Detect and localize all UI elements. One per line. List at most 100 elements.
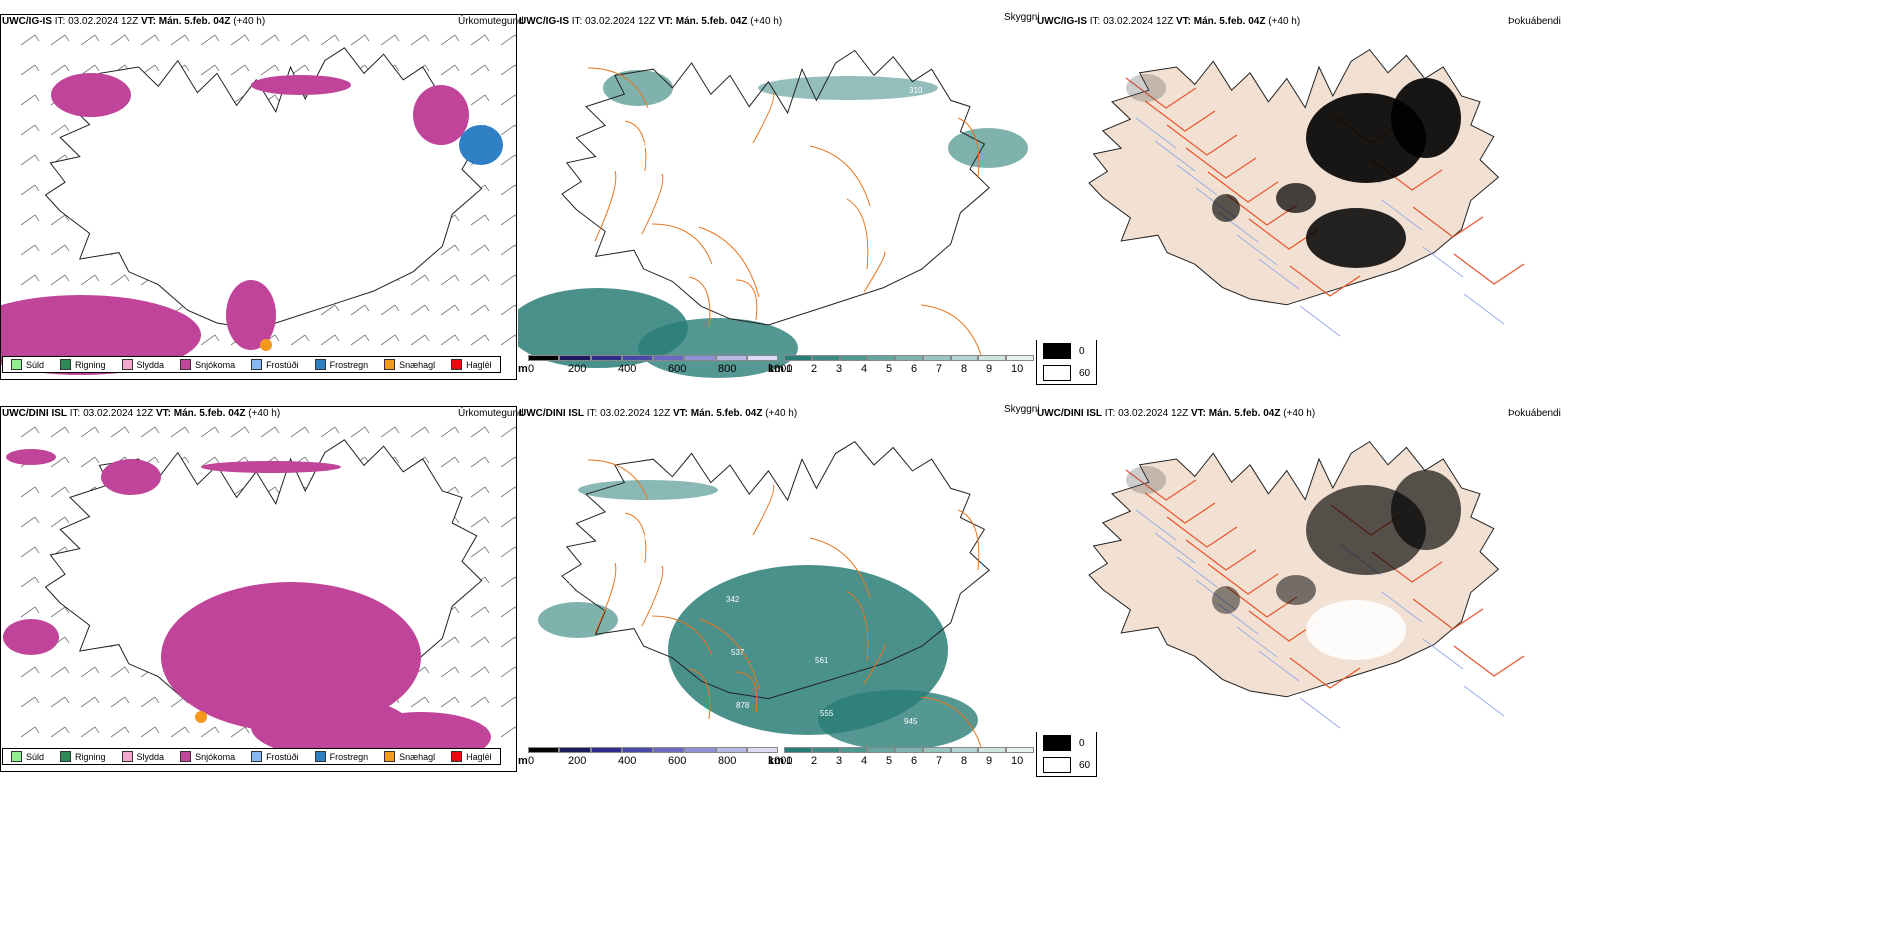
wind-barb: [110, 274, 130, 286]
wind-barb: [470, 274, 490, 286]
road: [1166, 516, 1238, 548]
wind-barb: [170, 426, 190, 438]
road: [1207, 563, 1279, 595]
snow-area: [251, 75, 351, 95]
wind-barb: [350, 34, 370, 46]
colorbar-tick: 2: [811, 363, 818, 375]
colorbar-segment: [528, 355, 560, 361]
low-visibility-area: [818, 690, 978, 750]
wind-barb: [110, 426, 130, 438]
legend-label: Snæhagl: [399, 751, 436, 762]
panel-title: Þokuábendi: [1508, 408, 1561, 419]
road: [1144, 492, 1216, 524]
freezing-rain-area: [459, 125, 503, 165]
precip-map-top: [1, 34, 516, 375]
visibility-label: 301: [637, 534, 651, 543]
fog-legend-swatch: [1043, 365, 1071, 381]
wind-barb: [50, 244, 70, 256]
colorbar-segment: [922, 355, 951, 361]
legend-swatch: [180, 359, 192, 370]
river: [1299, 697, 1341, 729]
wind-barb: [200, 726, 220, 738]
legend-item: Snjókoma: [172, 357, 243, 372]
precip-map-panel-top: [0, 14, 517, 380]
wind-barb: [320, 426, 340, 438]
road: [1453, 253, 1525, 285]
river: [1217, 603, 1259, 635]
visibility-label: 555: [820, 709, 834, 718]
wind-barb: [500, 274, 516, 286]
legend-label: Frostregn: [329, 751, 369, 762]
fog-legend-item: 60: [1037, 754, 1096, 776]
wind-barb: [290, 334, 310, 346]
wind-barb: [230, 64, 250, 76]
colorbar-segment: [590, 747, 622, 753]
fog-legend-label: 60: [1079, 759, 1091, 771]
wind-barb: [20, 576, 40, 588]
visibility-label: 868: [647, 640, 661, 649]
fog-map-bot: [1088, 440, 1525, 729]
river: [1381, 199, 1423, 231]
colorbar-segment: [839, 747, 868, 753]
wind-barb: [290, 426, 310, 438]
wind-barb: [470, 64, 490, 76]
river: [1236, 234, 1278, 266]
wind-barb: [50, 666, 70, 678]
colorbar-segment: [559, 355, 591, 361]
wind-barb: [500, 124, 516, 136]
colorbar-segment: [684, 747, 716, 753]
wind-barb: [50, 456, 70, 468]
road: [735, 671, 758, 713]
colorbar-segment: [528, 747, 560, 753]
wind-barb: [470, 606, 490, 618]
colorbar-tick: 800: [718, 755, 737, 767]
wind-barb: [470, 516, 490, 528]
panel-title: Skyggni: [1004, 404, 1040, 415]
snow-area: [226, 280, 276, 350]
legend-item: Slydda: [114, 357, 173, 372]
colorbar-tick: 800: [718, 363, 737, 375]
colorbar-segment: [746, 747, 778, 753]
low-visibility-area: [638, 318, 798, 378]
road: [641, 565, 664, 627]
low-visibility-area: [578, 480, 718, 500]
wind-barb: [20, 426, 40, 438]
panel-title: Þokuábendi: [1508, 16, 1561, 27]
road: [957, 117, 980, 179]
road: [1289, 265, 1361, 297]
colorbar-tick: 0: [528, 755, 535, 767]
road: [752, 484, 775, 536]
wind-barb: [500, 244, 516, 256]
wind-barb: [470, 546, 490, 558]
wind-barb: [200, 456, 220, 468]
low-visibility-area: [758, 76, 938, 100]
wind-barb: [20, 606, 40, 618]
visibility-label: 873: [558, 147, 572, 156]
wind-barb: [500, 64, 516, 76]
fog-legend-item: 0: [1037, 732, 1096, 754]
colorbar-segment: [895, 355, 923, 361]
colorbar-tick: 9: [986, 755, 993, 767]
wind-barb: [20, 486, 40, 498]
colorbar-segment: [653, 355, 685, 361]
wind-barb: [170, 726, 190, 738]
vis-header-bot: UWC/DINI ISL IT: 03.02.2024 12Z VT: Mán.…: [519, 408, 798, 419]
legend-item: Frostúði: [243, 749, 307, 764]
colorbar-tick: 4: [861, 755, 868, 767]
wind-barb: [50, 516, 70, 528]
fog-legend-swatch: [1043, 757, 1071, 773]
wind-barb: [50, 696, 70, 708]
river: [1258, 258, 1300, 290]
precip-header-top: UWC/IG-IS IT: 03.02.2024 12Z VT: Mán. 5.…: [2, 16, 266, 27]
road: [957, 509, 980, 571]
river: [1299, 305, 1341, 337]
legend-label: Rigning: [75, 751, 106, 762]
wind-barb: [380, 304, 400, 316]
wind-barb: [50, 726, 70, 738]
fog-area: [1212, 586, 1240, 614]
fog-legend-item: 0: [1037, 340, 1096, 362]
wind-barb: [20, 244, 40, 256]
road: [698, 226, 760, 298]
wind-barb: [80, 34, 100, 46]
road: [651, 615, 713, 657]
